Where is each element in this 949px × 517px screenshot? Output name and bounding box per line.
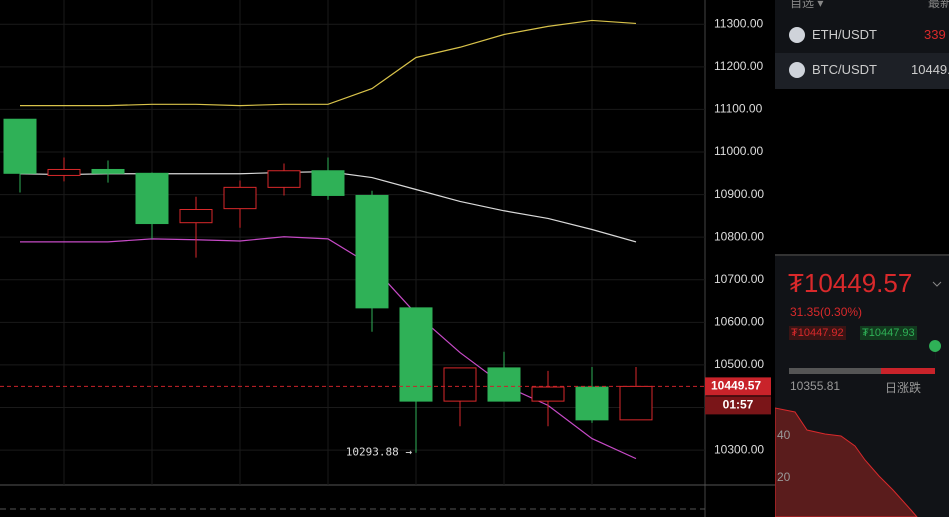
tab[interactable]: 自选 ▾ xyxy=(790,0,824,10)
candle-body xyxy=(619,385,653,421)
y-tick-label: 10700.00 xyxy=(714,272,764,286)
depth-area xyxy=(775,407,918,517)
candle-body xyxy=(3,118,37,174)
candle-body xyxy=(91,168,125,174)
low-annotation: 10293.88 → xyxy=(346,446,413,459)
symbol[interactable]: ETH/USDT xyxy=(812,27,877,42)
last-price-label: 10449.57 xyxy=(711,379,761,393)
countdown-box xyxy=(705,396,771,415)
range-bar-fill xyxy=(881,368,935,374)
bid-badge: ₮10447.92 xyxy=(789,326,846,340)
y-tick-label: 10800.00 xyxy=(714,229,764,243)
symbol-price: 10449. xyxy=(911,62,949,77)
y-tick-label: 10600.00 xyxy=(714,315,764,329)
symbol[interactable]: BTC/USDT xyxy=(812,62,877,77)
candle-body xyxy=(487,367,521,402)
candle-body xyxy=(135,172,169,225)
y-tick-label: 10500.00 xyxy=(714,357,764,371)
candle-body xyxy=(355,194,389,309)
price-change: 31.35(0.30%) xyxy=(790,305,863,319)
range-marker xyxy=(929,340,942,362)
candle-body xyxy=(267,170,301,188)
divider xyxy=(775,254,949,256)
dropdown-icon xyxy=(932,281,942,287)
y-tick-label: 10900.00 xyxy=(714,187,764,201)
candle-body xyxy=(443,367,477,402)
candle-body xyxy=(179,208,213,224)
chart: 10300.0010400.0010500.0010600.0010700.00… xyxy=(0,0,775,517)
y-tick-label: 11100.00 xyxy=(714,102,763,116)
candle-body xyxy=(531,386,565,402)
candle-body xyxy=(399,307,433,402)
range-bar xyxy=(789,368,881,374)
y-tick-label: 11300.00 xyxy=(714,16,763,30)
candle-body xyxy=(47,168,81,176)
y-tick-label: 11200.00 xyxy=(714,59,763,73)
coin-icon xyxy=(789,62,805,78)
side-panel xyxy=(775,0,949,517)
depth-tick: 40 xyxy=(777,428,791,442)
range-label: 日涨跌 xyxy=(885,381,922,395)
column-header: 最新 xyxy=(928,0,949,10)
y-tick-label: 10300.00 xyxy=(714,442,764,456)
depth-tick: 20 xyxy=(777,470,791,484)
indicator-line xyxy=(20,19,637,107)
range-low: 10355.81 xyxy=(790,379,841,393)
last-price-box xyxy=(705,377,771,396)
list-empty xyxy=(775,89,949,254)
ask-badge: ₮10447.93 xyxy=(860,326,917,340)
candle-body xyxy=(311,170,345,196)
candle-body xyxy=(575,386,609,421)
countdown: 01:57 xyxy=(723,398,754,412)
coin-icon xyxy=(789,27,805,43)
y-tick-label: 11000.00 xyxy=(714,144,763,158)
symbol-price: 339 xyxy=(924,27,946,42)
candle-body xyxy=(223,186,257,210)
current-price: ₮10449.57 xyxy=(788,268,913,298)
